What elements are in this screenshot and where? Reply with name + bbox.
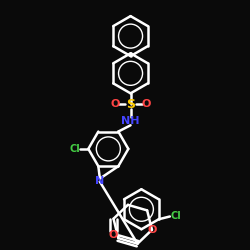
Text: O: O xyxy=(109,230,118,240)
Text: Cl: Cl xyxy=(170,212,181,222)
Text: O: O xyxy=(141,100,150,110)
Text: S: S xyxy=(126,98,135,111)
Text: O: O xyxy=(110,100,120,110)
Text: Cl: Cl xyxy=(69,144,80,154)
Text: O: O xyxy=(147,225,157,235)
Text: NH: NH xyxy=(121,116,140,126)
Text: N: N xyxy=(95,176,104,186)
